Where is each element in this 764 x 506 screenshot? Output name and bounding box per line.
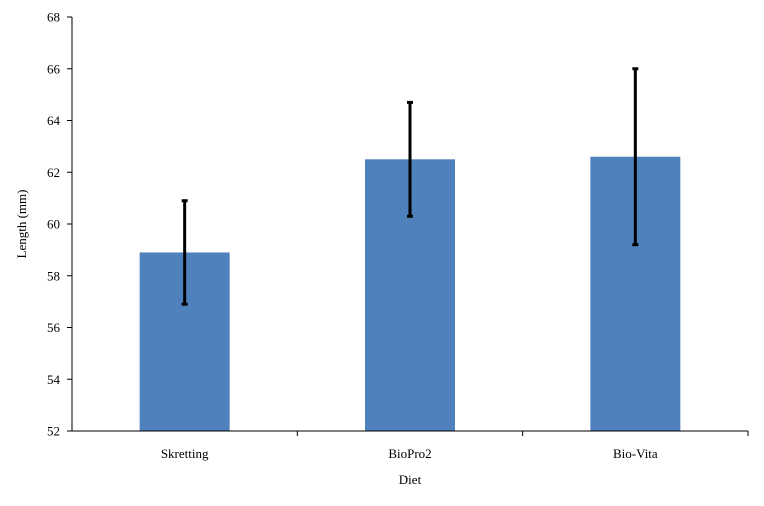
error-bar-bio-vita <box>632 67 639 247</box>
labels-layer: Skretting BioPro2 Bio-Vita 52 54 56 58 60 62 64 66… <box>47 10 658 462</box>
x-axis-title: Diet <box>399 472 422 487</box>
y-tick-label: 54 <box>47 372 61 387</box>
y-tick-label: 56 <box>47 320 61 335</box>
error-bar-skretting <box>181 199 188 306</box>
y-tick-label: 68 <box>47 10 60 25</box>
y-tick-label: 62 <box>47 165 60 180</box>
axes-layer <box>67 16 749 436</box>
y-tick-label: 58 <box>47 268 60 283</box>
error-bars-layer <box>181 67 639 306</box>
x-tick-label: Skretting <box>161 446 209 461</box>
x-tick-label: BioPro2 <box>388 446 431 461</box>
error-bar-biopro2 <box>407 100 413 218</box>
y-axis-title: Length (mm) <box>14 190 29 259</box>
y-tick-label: 66 <box>47 61 61 76</box>
y-tick-label: 52 <box>47 424 60 439</box>
x-tick-label: Bio-Vita <box>613 446 658 461</box>
y-tick-label: 64 <box>47 113 61 128</box>
y-tick-label: 60 <box>47 217 60 232</box>
